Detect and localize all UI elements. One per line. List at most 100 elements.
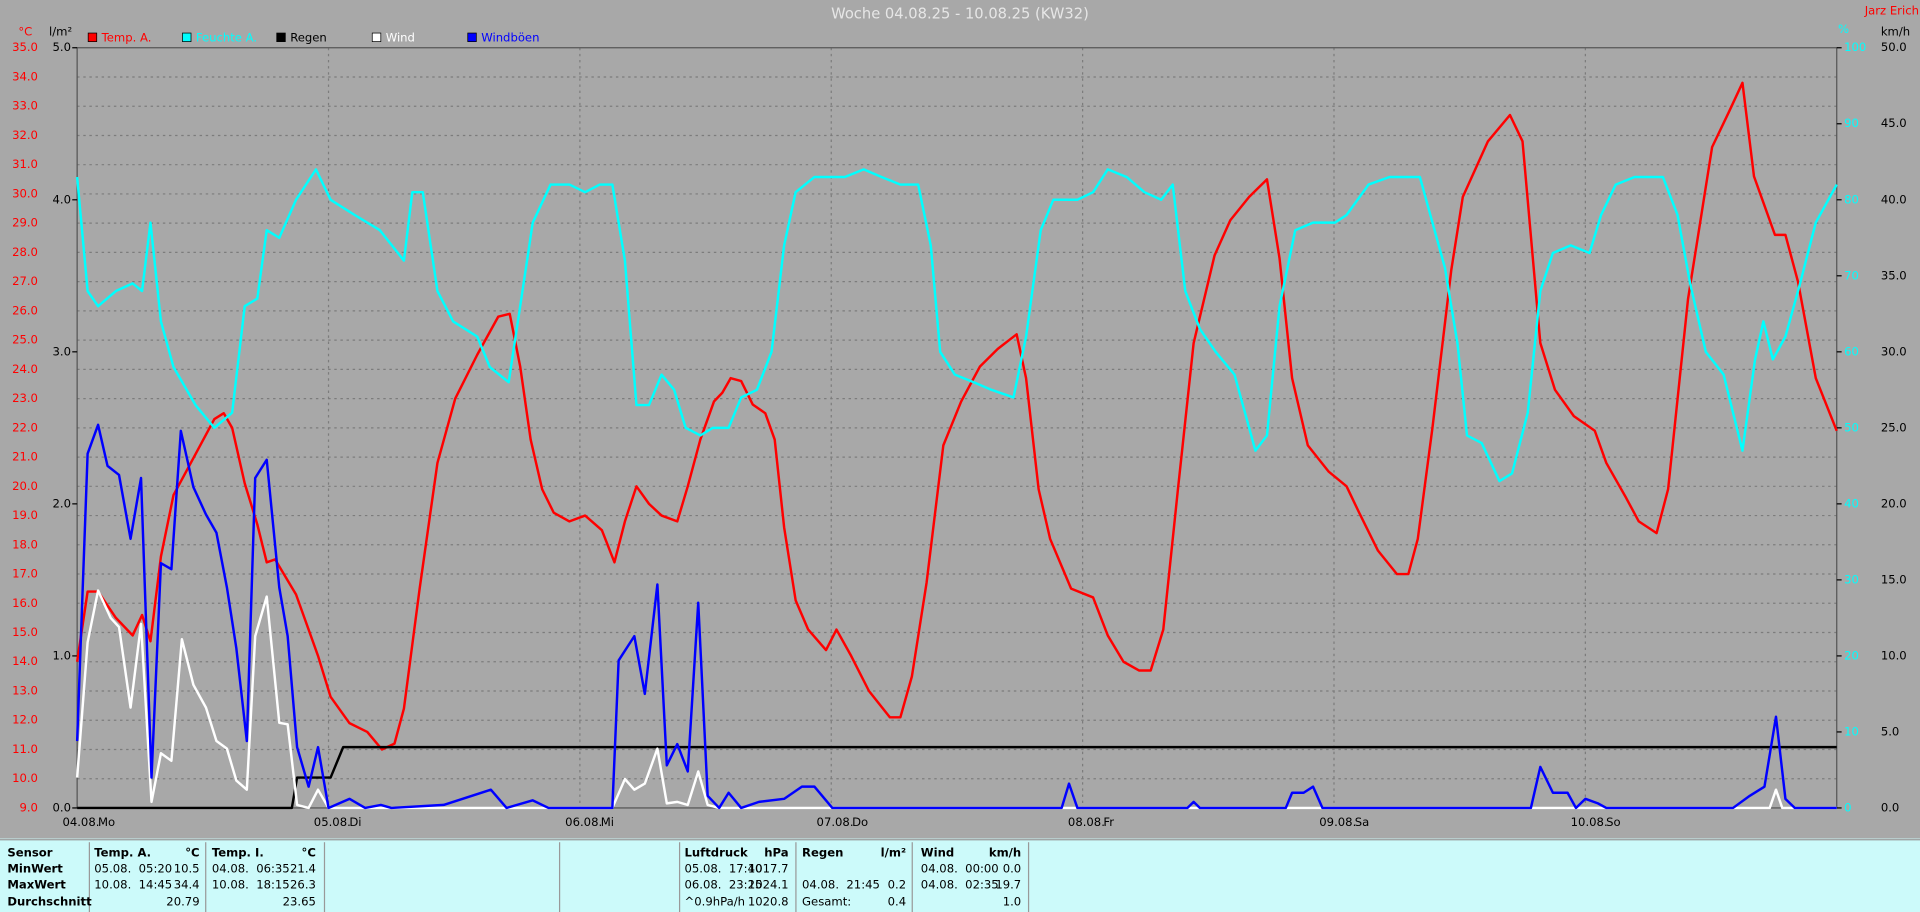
y2-tick-label: 4.0 [53,192,72,206]
column-unit: °C [185,846,199,860]
cell-value: 0.0 [1003,862,1022,876]
x-tick-label: 06.08. [565,815,602,829]
legend-swatch [467,32,477,42]
row-label: Sensor [7,846,52,860]
cell-label: ^0.9hPa/h [684,895,745,909]
y2-tick-label: 1.0 [53,648,72,662]
cell-value: 21.4 [290,862,316,876]
legend-swatch [87,32,98,42]
y3-tick-label: 10.0 [1881,648,1907,662]
y3-tick-label: 20.0 [1881,496,1907,510]
y2-axis-unit: l/m² [49,24,72,38]
cell-value: 1024.1 [748,878,789,892]
cell-value: 1020.8 [748,895,789,909]
author: Jarz Erich [1864,4,1919,18]
y-tick-label: 34.0 [12,69,38,83]
cell-label: Gesamt: [802,895,851,909]
cell-label: 04.08. 21:45 [802,878,880,892]
chart-background [0,0,1920,839]
y-tick-label: 29.0 [12,216,38,230]
y-tick-label: 25.0 [12,333,38,347]
y-tick-label: 14.0 [12,654,38,668]
y-tick-label: 31.0 [12,157,38,171]
x-tick-label: 07.08. [817,815,854,829]
y-tick-label: 13.0 [12,683,38,697]
legend-swatch [276,32,286,42]
y4-tick-label: 90 [1844,116,1859,130]
cell-value: 0.2 [888,878,907,892]
y-tick-label: 15.0 [12,625,38,639]
y-axis-unit: °C [18,24,32,38]
y3-tick-label: 5.0 [1881,724,1900,738]
x-tick-label: 05.08. [314,815,351,829]
y-tick-label: 11.0 [12,742,38,756]
cell-value: 19.7 [995,878,1021,892]
x-tick-label: 09.08. [1319,815,1356,829]
y4-tick-label: 10 [1844,724,1859,738]
y-tick-label: 19.0 [12,508,38,522]
series-line [75,423,1837,810]
cell-value: 20.79 [166,895,199,909]
column-header: Luftdruck [684,846,748,860]
column-header: Temp. I. [212,846,264,860]
y-tick-label: 33.0 [12,99,38,113]
cell-label: 10.08. 14:45 [94,878,172,892]
x-tick-day: Di [349,815,361,829]
legend-label: Temp. A. [101,30,152,44]
y-tick-label: 20.0 [12,479,38,493]
y3-tick-label: 45.0 [1881,116,1907,130]
y3-tick-label: 25.0 [1881,420,1907,434]
y3-tick-label: 40.0 [1881,192,1907,206]
column-header: Wind [921,846,954,860]
column-unit: hPa [764,846,788,860]
cell-label: 05.08. 17:40 [684,862,762,876]
column-unit: °C [302,846,316,860]
cell-value: 23.65 [283,895,316,909]
x-tick-label: 10.08. [1571,815,1608,829]
cell-label: 10.08. 18:15 [212,878,290,892]
y3-tick-label: 35.0 [1881,268,1907,282]
cell-value: 0.4 [888,895,907,909]
y-tick-label: 30.0 [12,186,38,200]
x-tick-day: Mo [98,815,115,829]
y3-tick-label: 50.0 [1881,40,1907,54]
x-tick-day: Fr [1103,815,1114,829]
row-label: Durchschnitt [7,895,92,909]
x-tick-day: Mi [601,815,614,829]
y-tick-label: 10.0 [12,771,38,785]
column-unit: km/h [989,846,1021,860]
x-tick-day: Sa [1355,815,1370,829]
cell-value: 1.0 [1003,895,1022,909]
cell-value: 10.5 [174,862,200,876]
y-tick-label: 21.0 [12,450,38,464]
series-line [75,589,1837,810]
x-tick-day: Do [852,815,868,829]
cell-label: 04.08. 00:00 [921,862,999,876]
y3-tick-label: 30.0 [1881,344,1907,358]
y-tick-label: 24.0 [12,362,38,376]
y-tick-label: 17.0 [12,567,38,581]
y-tick-label: 12.0 [12,713,38,727]
x-tick-label: 08.08. [1068,815,1105,829]
cell-value: 1017.7 [748,862,789,876]
legend-label: Wind [386,30,415,44]
legend-label: Windböen [481,30,539,44]
chart-title: Woche 04.08.25 - 10.08.25 (KW32) [831,6,1089,23]
y-tick-label: 28.0 [12,245,38,259]
y-tick-label: 9.0 [19,800,38,814]
cell-value: 34.4 [174,878,200,892]
legend-swatch [371,32,382,42]
y2-tick-label: 0.0 [53,800,72,814]
y-tick-label: 26.0 [12,303,38,317]
y3-axis-unit: km/h [1881,24,1910,38]
y-tick-label: 18.0 [12,537,38,551]
row-label: MinWert [7,862,63,876]
cell-value: 26.3 [290,878,316,892]
x-tick-label: 04.08. [62,815,99,829]
row-label: MaxWert [7,878,66,892]
y-tick-label: 35.0 [12,40,38,54]
y4-tick-label: 60 [1844,344,1859,358]
cell-label: 06.08. 23:25 [684,878,762,892]
legend-label: Regen [290,30,327,44]
